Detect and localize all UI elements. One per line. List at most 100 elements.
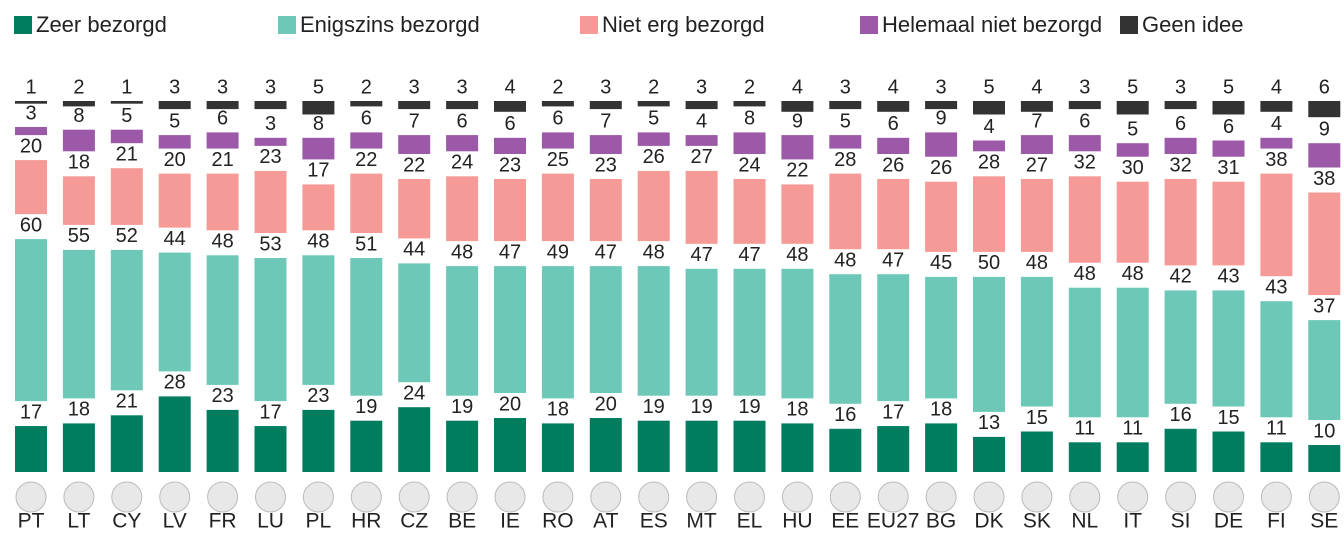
data-label: 11 [1266,418,1287,440]
data-label: 5 [983,76,994,98]
data-label: 2 [648,76,659,98]
data-label: 51 [355,233,377,255]
x-tick-label: DK [974,510,1003,533]
legend-swatch [860,16,878,34]
bar-segment [973,176,1005,252]
data-label: 48 [1074,263,1096,285]
data-label: 47 [738,244,760,266]
x-tick-label: PT [18,510,45,533]
bar-segment [1260,173,1293,277]
bar-segment [589,266,622,393]
data-label: 28 [978,152,1000,174]
flag [781,481,813,513]
data-label: 13 [978,412,1000,434]
data-label: 18 [547,399,569,421]
data-label: 24 [403,382,425,404]
bar-segment [110,249,143,391]
data-label: 3 [265,76,276,98]
x-tick-label: IT [1123,510,1142,533]
bar-segment [733,179,766,244]
bar-segment [206,255,239,385]
data-label: 6 [361,108,372,130]
bar-segment [446,135,479,152]
x-tick-label: EL [737,510,763,533]
data-label: 19 [451,396,473,418]
bar-segment [206,173,239,231]
data-label: 48 [643,241,665,263]
bar-segment [350,101,383,107]
bar-segment [1212,101,1245,115]
data-label: 24 [738,154,760,176]
bar-segment [1068,176,1101,263]
flag [255,481,286,513]
data-label: 15 [1217,407,1239,429]
bar-segment [15,127,47,136]
data-label: 6 [552,108,563,130]
data-label: 3 [1079,76,1090,98]
data-label: 19 [690,396,712,418]
flag [446,481,478,513]
data-label: 7 [409,110,420,132]
bar-segment [494,101,526,112]
bar-segment [829,173,862,250]
x-tick-label: BG [926,510,956,533]
bar-segment [254,170,287,233]
flag [63,481,95,513]
data-label: 5 [1223,76,1234,98]
bar-segment [685,420,718,472]
legend-label: Geen idee [1142,12,1244,37]
x-tick-label: HU [782,510,812,533]
legend-swatch [580,16,598,34]
data-label: 18 [68,399,90,421]
bar-segment [1068,287,1101,418]
data-label: 5 [313,76,324,98]
bar-segment [1308,445,1341,472]
legend-swatch [278,16,296,34]
bar-segment [158,135,191,149]
bar-segment [973,140,1005,152]
data-label: 48 [1122,263,1144,285]
bar-segment [398,135,431,154]
bar-segment [733,101,766,107]
data-label: 2 [73,76,84,98]
data-label: 3 [457,76,468,98]
flag [111,481,143,513]
data-label: 20 [499,393,521,415]
legend-swatch [1120,16,1138,34]
data-label: 28 [834,149,856,171]
bar-segment [541,101,574,107]
data-label: 49 [547,241,569,263]
bar-segment [158,101,191,110]
bar-segment [541,173,574,242]
bar-segment [589,135,622,154]
data-label: 22 [355,149,377,171]
data-label: 4 [1271,113,1282,135]
data-label: 11 [1074,418,1095,440]
data-label: 48 [1026,252,1048,274]
x-tick-label: DE [1214,510,1243,533]
bar-segment [973,436,1005,472]
data-label: 5 [1127,76,1138,98]
data-label: 19 [738,396,760,418]
bar-segment [446,420,479,472]
bar-segment [925,181,958,252]
x-tick-label: BE [448,510,476,533]
flag [1021,481,1053,513]
data-label: 23 [595,154,617,176]
data-label: 43 [1217,266,1239,288]
data-label: 6 [1079,110,1090,132]
data-label: 48 [307,231,329,253]
bar-segment [302,137,335,160]
data-label: 21 [116,391,138,413]
x-tick-label: SE [1310,510,1338,533]
data-label: 1 [121,76,132,98]
data-label: 48 [211,231,233,253]
bar-segment [398,407,431,472]
bar-segment [925,101,958,110]
data-label: 20 [164,149,186,171]
data-label: 23 [259,146,281,168]
bar-segment [206,132,239,149]
data-label: 42 [1169,266,1191,288]
bar-segment [110,415,143,472]
